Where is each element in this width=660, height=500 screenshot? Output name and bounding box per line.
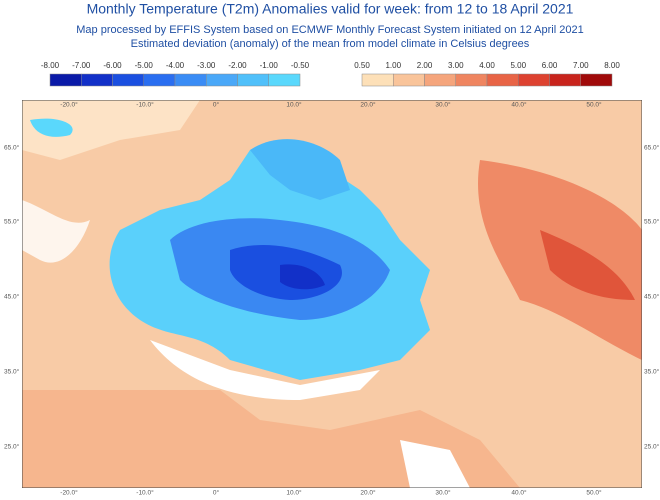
legend-swatch (580, 73, 613, 87)
warm-area (540, 230, 635, 300)
latitude-label: 35.0° (4, 368, 20, 376)
legend-swatch (455, 73, 488, 87)
legend-swatch (549, 73, 581, 87)
legend-label: 0.50 (354, 61, 370, 70)
latitude-label: 25.0° (4, 443, 20, 451)
legend-label: 1.00 (385, 61, 401, 70)
legend-label: 2.00 (417, 61, 433, 70)
legend-swatch (518, 73, 550, 87)
legend-label: -8.00 (41, 61, 60, 70)
longitude-label: 20.0° (360, 101, 376, 109)
map (22, 100, 642, 488)
legend-swatch (143, 73, 176, 87)
warm-area (22, 390, 520, 488)
legend-label: -7.00 (72, 61, 91, 70)
legend-swatch (174, 73, 207, 87)
latitude-label: 55.0° (4, 218, 20, 226)
legend-label: -2.00 (228, 61, 247, 70)
latitude-label: 35.0° (644, 368, 660, 376)
legend-swatch (81, 73, 113, 87)
latitude-label: 25.0° (644, 443, 660, 451)
cold-area (250, 139, 350, 200)
latitude-label: 45.0° (644, 293, 660, 301)
longitude-label: 50.0° (586, 101, 602, 109)
legend-label: 6.00 (542, 61, 558, 70)
legend-swatch (112, 73, 144, 87)
legend-label: 3.00 (448, 61, 464, 70)
cold-area (30, 118, 73, 137)
longitude-label: 0° (213, 489, 220, 497)
longitude-label: 50.0° (586, 489, 602, 497)
latitude-label: 65.0° (644, 144, 660, 152)
legend-label: 4.00 (479, 61, 495, 70)
neutral-area (150, 340, 380, 400)
title: Monthly Temperature (T2m) Anomalies vali… (87, 1, 574, 17)
latitude-label: 55.0° (644, 218, 660, 226)
description: Estimated deviation (anomaly) of the mea… (131, 38, 530, 50)
neutral-area (22, 200, 90, 263)
subtitle: Map processed by EFFIS System based on E… (76, 24, 583, 36)
longitude-label: -20.0° (60, 101, 78, 109)
longitude-label: 20.0° (360, 489, 376, 497)
legend-swatch (206, 73, 238, 87)
legend-swatch (237, 73, 269, 87)
cold-area (280, 264, 325, 290)
longitude-label: -10.0° (136, 101, 154, 109)
longitude-label: 40.0° (511, 489, 527, 497)
legend-label: 7.00 (573, 61, 589, 70)
legend-label: -4.00 (166, 61, 185, 70)
latitude-label: 65.0° (4, 144, 20, 152)
legend-label: 8.00 (604, 61, 620, 70)
legend-label: -1.00 (260, 61, 279, 70)
longitude-label: 10.0° (286, 101, 302, 109)
legend-label: -3.00 (197, 61, 216, 70)
legend-swatch (49, 73, 82, 87)
legend-label: 5.00 (510, 61, 526, 70)
legend-swatch (424, 73, 456, 87)
neutral-area (400, 440, 470, 488)
legend-label: -6.00 (103, 61, 122, 70)
longitude-label: 30.0° (435, 489, 451, 497)
legend-label: -0.50 (291, 61, 310, 70)
longitude-label: 40.0° (511, 101, 527, 109)
latitude-label: 45.0° (4, 293, 20, 301)
legend-swatch (393, 73, 425, 87)
longitude-label: 10.0° (286, 489, 302, 497)
longitude-label: 30.0° (435, 101, 451, 109)
longitude-label: -10.0° (136, 489, 154, 497)
legend-swatch (268, 73, 301, 87)
longitude-label: -20.0° (60, 489, 78, 497)
legend-swatch (486, 73, 519, 87)
longitude-label: 0° (213, 101, 220, 109)
legend-swatch (361, 73, 394, 87)
legend-label: -5.00 (135, 61, 154, 70)
warm-area (22, 100, 200, 160)
